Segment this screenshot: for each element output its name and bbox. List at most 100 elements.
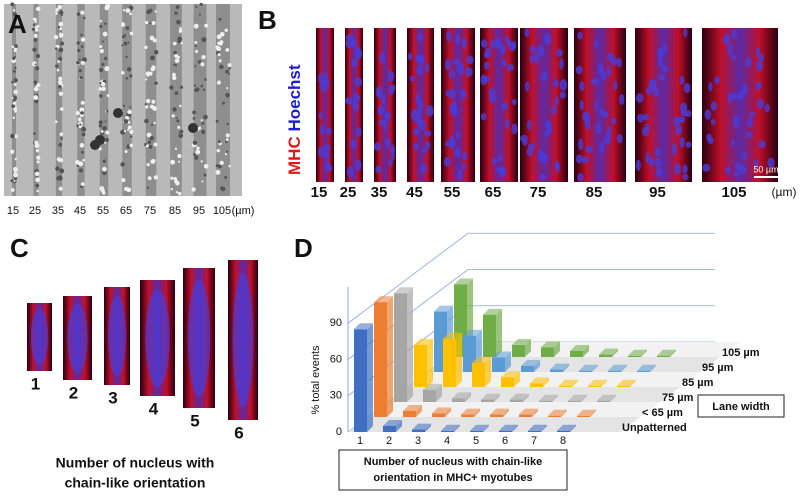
bar-side	[650, 364, 656, 372]
cell-texture	[104, 137, 110, 143]
cell-texture	[10, 188, 15, 192]
nucleus	[376, 91, 383, 99]
nucleus	[554, 160, 560, 169]
cell-texture	[204, 23, 209, 28]
nucleus	[613, 80, 618, 91]
cell-texture	[176, 119, 180, 123]
cell-texture	[202, 88, 206, 91]
nucleus	[685, 109, 692, 118]
bar-side	[512, 424, 518, 432]
cell-texture	[146, 98, 151, 104]
nucleus	[610, 57, 618, 66]
myotube-nuclei	[67, 302, 88, 374]
bar	[597, 400, 610, 402]
bar-side	[425, 423, 431, 432]
cell-texture	[12, 116, 16, 120]
nucleus	[318, 111, 323, 120]
nucleus	[550, 105, 557, 115]
nucleus	[600, 70, 607, 82]
nucleus	[577, 31, 583, 40]
bar-side	[494, 393, 500, 402]
cell-texture	[14, 55, 17, 58]
cell-texture	[125, 8, 131, 13]
nucleus	[323, 71, 328, 83]
cell-texture	[200, 160, 203, 163]
bar	[472, 362, 485, 387]
cell-texture	[83, 16, 86, 20]
lane-label: 15	[7, 205, 19, 217]
cell-texture	[228, 164, 231, 168]
nucleus	[444, 58, 452, 71]
bar	[528, 430, 541, 432]
cell-texture	[58, 21, 64, 27]
nucleus	[480, 39, 488, 48]
nucleus	[579, 99, 584, 111]
cell-texture	[173, 50, 177, 55]
bar	[452, 398, 465, 402]
cell-texture	[194, 44, 198, 48]
nucleus	[635, 93, 644, 103]
x-tick-label: 1	[357, 435, 363, 447]
lane-label: 25	[340, 184, 357, 201]
fluorescence-image	[316, 28, 334, 182]
nucleus	[552, 78, 559, 88]
cell-texture	[60, 41, 65, 46]
nucleus	[598, 108, 604, 116]
nucleus	[354, 77, 363, 87]
series-label: 105 µm	[722, 347, 760, 359]
nucleus	[683, 83, 691, 94]
bar	[412, 429, 425, 432]
nucleus	[648, 157, 654, 167]
cell-texture	[35, 149, 40, 153]
nucleus	[637, 113, 645, 123]
bar	[617, 385, 630, 387]
bar	[510, 399, 523, 402]
debris	[188, 123, 198, 133]
cell-texture	[53, 35, 59, 40]
cell-texture	[174, 64, 178, 67]
y-tick-label: 60	[330, 353, 342, 365]
cell-texture	[122, 8, 126, 12]
cell-texture	[14, 66, 17, 70]
nucleus	[344, 97, 353, 105]
bar-side	[554, 341, 560, 357]
nucleus	[511, 98, 517, 106]
cell-texture	[80, 33, 83, 37]
nucleus	[465, 66, 473, 78]
lane-stripe	[99, 4, 109, 196]
bar-side	[445, 407, 451, 417]
cell-texture	[125, 55, 128, 59]
cell-texture	[169, 85, 174, 90]
cell-texture	[36, 160, 40, 164]
lane-label: 105	[213, 205, 231, 217]
cell-texture	[221, 101, 225, 105]
bar	[499, 430, 512, 432]
nucleus	[461, 163, 467, 171]
chain-label: 3	[108, 388, 117, 407]
nucleus	[425, 105, 434, 117]
cell-texture	[55, 8, 59, 12]
nucleus	[459, 89, 467, 100]
cell-texture	[120, 162, 125, 167]
bar-top	[481, 393, 500, 400]
nucleus	[645, 152, 650, 164]
nucleus	[378, 119, 386, 126]
cell-texture	[123, 41, 128, 46]
cell-texture	[34, 63, 37, 66]
bar-side	[436, 383, 442, 402]
nucleus	[504, 118, 510, 130]
nucleus	[749, 111, 756, 118]
bar	[512, 344, 525, 357]
cell-texture	[105, 3, 111, 9]
bar	[492, 357, 505, 372]
cell-texture	[203, 114, 208, 120]
bar	[608, 370, 621, 372]
lane-label: 45	[406, 184, 423, 201]
nucleus	[642, 113, 650, 121]
cell-texture	[146, 162, 150, 167]
cell-texture	[123, 129, 127, 133]
bar-top	[354, 323, 373, 330]
cell-texture	[99, 49, 104, 54]
cell-texture	[149, 22, 152, 25]
nucleus	[501, 102, 509, 111]
